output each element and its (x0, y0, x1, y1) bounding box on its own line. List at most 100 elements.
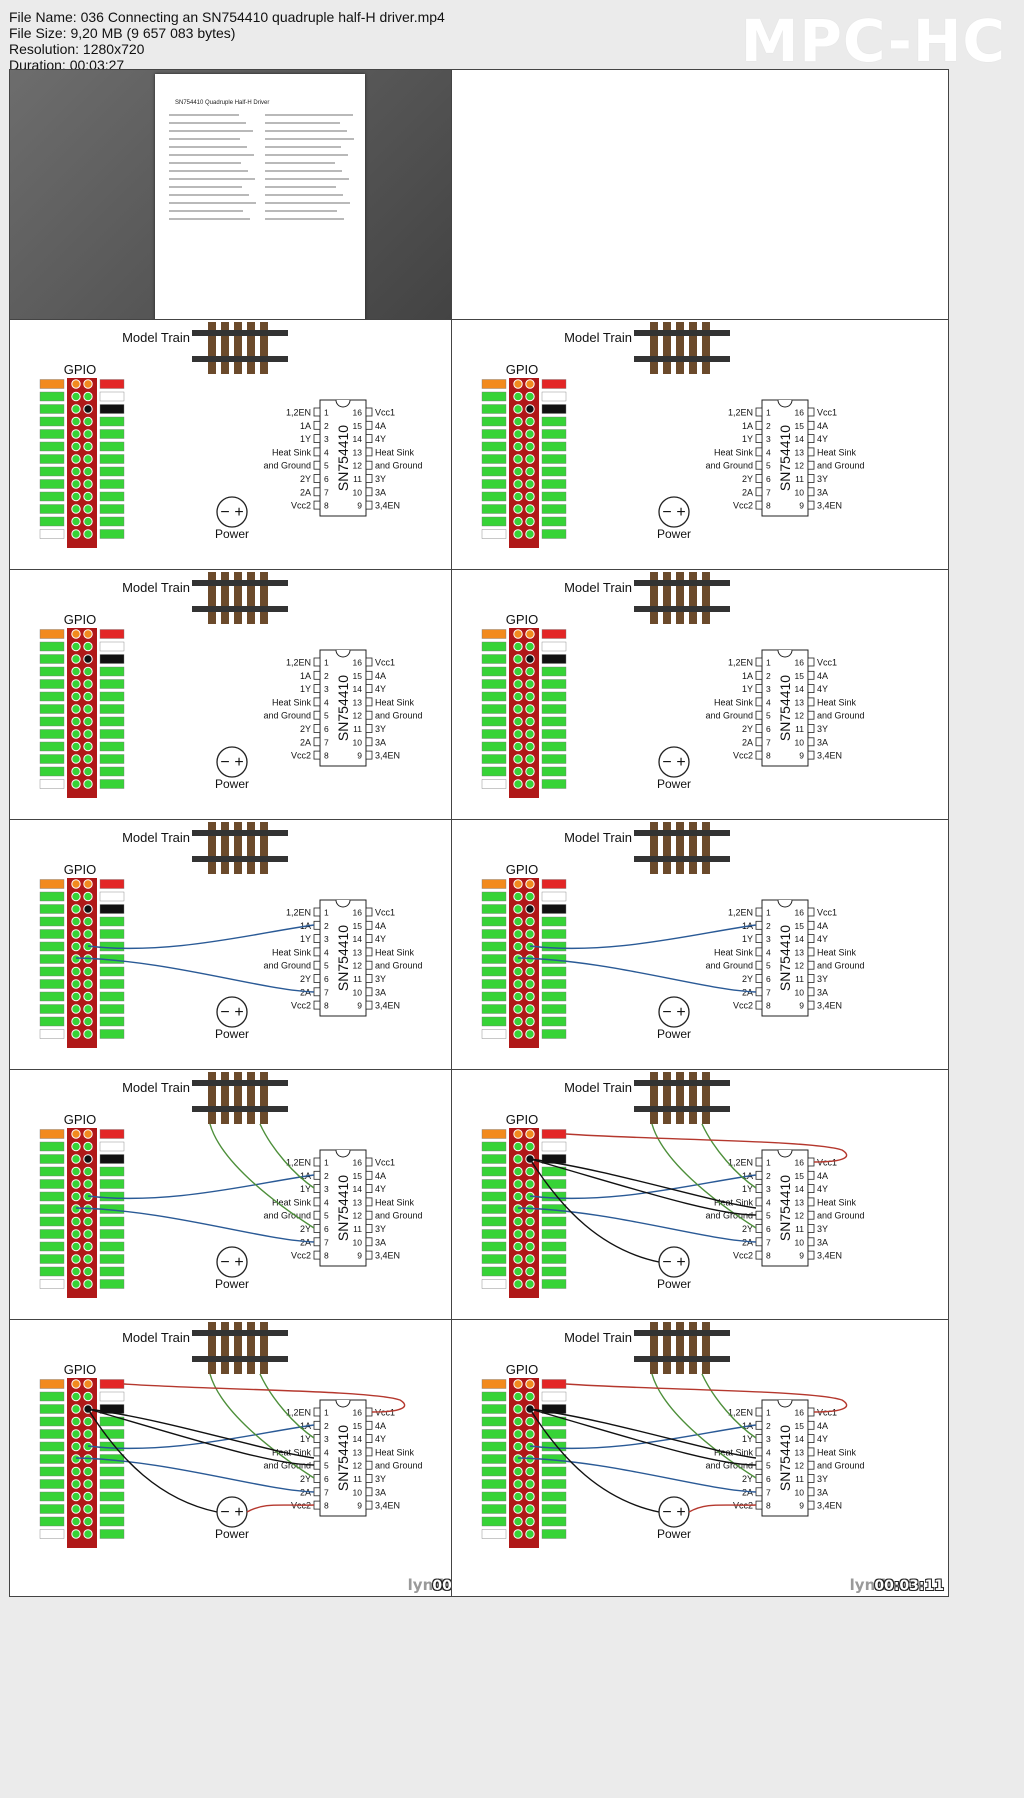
gpio-right-label (541, 766, 567, 777)
pin-label-left: 1Y (300, 934, 311, 944)
text-line (265, 218, 344, 220)
gpio-pin (513, 979, 523, 989)
pin-label-right: Vcc1 (375, 658, 395, 668)
file-size: File Size: 9,20 MB (9 657 083 bytes) (9, 25, 236, 41)
text-line (169, 138, 240, 140)
gpio-pin (525, 479, 535, 489)
chip-body (319, 399, 367, 517)
wires (75, 924, 315, 993)
video-thumbnail[interactable]: Model Train GPIO SN754410 1 16 1,2EN Vcc1 2 15 1A… (9, 319, 507, 597)
pin-number: 14 (353, 684, 363, 694)
gpio-pin (525, 1391, 535, 1402)
pin-label-right: 3Y (375, 724, 386, 734)
chip-pin (313, 960, 321, 970)
video-thumbnail[interactable]: Model Train GPIO SN754410 1 16 1,2EN Vcc1 2 15 1A… (451, 1319, 949, 1597)
chip-pin (807, 407, 815, 417)
gpio-pin (71, 1179, 81, 1189)
track-tie (221, 572, 229, 624)
gpio-pin (513, 1491, 523, 1502)
gpio-right-label (99, 1141, 125, 1152)
gpio-right-label (99, 1241, 125, 1252)
gpio-right-label (99, 1416, 125, 1427)
pin-number: 5 (324, 711, 329, 721)
gpio-right-label (99, 1179, 125, 1189)
gpio-pin (83, 766, 93, 777)
track-tie (689, 322, 697, 374)
gpio-pin (71, 1241, 81, 1252)
gpio-pin (83, 729, 93, 739)
video-thumbnail[interactable]: Model Train GPIO SN754410 1 16 1,2EN Vcc1 2 15 1A… (9, 1319, 507, 1597)
chip-pin (313, 1197, 321, 1207)
pin-label-right: 3Y (375, 1224, 386, 1234)
pin-label-left: 1,2EN (286, 658, 311, 668)
pin-label-right: Heat Sink (375, 697, 415, 707)
gpio-pin (513, 1016, 523, 1027)
pin-label-right: Heat Sink (375, 1447, 415, 1457)
video-thumbnail[interactable]: Model Train GPIO SN754410 1 16 1,2EN Vcc1 2 15 1A… (451, 1069, 949, 1347)
track-tie (260, 1322, 268, 1374)
gpio-right-label (541, 529, 567, 539)
track-tie (676, 1072, 684, 1124)
power-source: − + Power (657, 1246, 691, 1291)
chip-label: SN754410 (335, 925, 351, 991)
pin-number: 10 (353, 487, 363, 497)
gpio-pin (71, 491, 81, 502)
video-thumbnail[interactable]: SN754410 Quadruple Half-H Driverlynd00:0… (9, 69, 507, 347)
gpio-left-label (39, 954, 65, 964)
pin-label-left: 2A (742, 1487, 753, 1497)
pin-number: 6 (324, 724, 329, 734)
chip-pin (313, 1210, 321, 1220)
wire-black (87, 1408, 315, 1459)
pin-number: 15 (353, 421, 363, 431)
train-tracks (634, 572, 730, 624)
pin-number: 11 (795, 474, 804, 484)
chip-pin (807, 750, 815, 760)
pin-number: 7 (324, 1237, 329, 1247)
video-thumbnail[interactable]: Model Train GPIO SN754410 1 16 1,2EN Vcc1 2 15 1A… (451, 819, 949, 1097)
chip-pin (755, 657, 763, 667)
video-thumbnail[interactable]: Model Train GPIO SN754410 1 16 1,2EN Vcc1 2 15 1A… (9, 1069, 507, 1347)
gpio-left-label (481, 1504, 507, 1514)
gpio-right-label (541, 1404, 567, 1414)
gpio-left-label (481, 466, 507, 477)
chip-pin (365, 1170, 373, 1180)
chip-pin (807, 1000, 815, 1010)
video-thumbnail[interactable]: Model Train GPIO SN754410 1 16 1,2EN Vcc1 2 15 1A… (9, 569, 507, 847)
chip-pin (807, 1474, 815, 1483)
gpio-pin (83, 491, 93, 502)
gpio-pin (513, 729, 523, 739)
gpio-right-label (541, 779, 567, 789)
gpio-pin (513, 716, 523, 727)
pin-label-left: 1A (300, 671, 311, 681)
gpio-pin (525, 666, 535, 677)
pin-number: 8 (324, 1501, 329, 1511)
chip-pin (755, 697, 763, 707)
track-tie (676, 572, 684, 624)
gpio-right-label (541, 991, 567, 1002)
pin-label-right: and Ground (375, 461, 423, 471)
gpio-pin (83, 1241, 93, 1252)
gpio-right-label (99, 666, 125, 677)
text-line (265, 202, 350, 204)
pin-label-left: 1Y (742, 684, 753, 694)
track-tie (208, 1322, 216, 1374)
video-thumbnail[interactable]: Model Train GPIO SN754410 1 16 1,2EN Vcc1 2 15 1A… (451, 319, 949, 597)
video-thumbnail[interactable]: Model Train GPIO SN754410 1 16 1,2EN Vcc1 2 15 1A… (9, 819, 507, 1097)
gpio-left-label (481, 491, 507, 502)
pin-label-right: 4A (817, 1421, 828, 1431)
video-thumbnail[interactable]: Model Train GPIO SN754410 1 16 1,2EN Vcc1 2 15 1A… (451, 569, 949, 847)
gpio-pin (525, 1016, 535, 1027)
power-source: − + Power (215, 496, 249, 541)
gpio-right-label (541, 1229, 567, 1239)
pin-label-right: 4A (817, 421, 828, 431)
pin-label-left: 1,2EN (728, 658, 753, 668)
gpio-label: GPIO (506, 862, 539, 877)
power-label: Power (657, 1027, 691, 1041)
pin-label-left: 2Y (300, 474, 311, 484)
pin-number: 10 (353, 987, 363, 997)
pin-number: 11 (795, 1224, 804, 1234)
pin-number: 12 (353, 1461, 363, 1471)
gpio-left-label (39, 1516, 65, 1527)
gpio-left-label (39, 666, 65, 677)
